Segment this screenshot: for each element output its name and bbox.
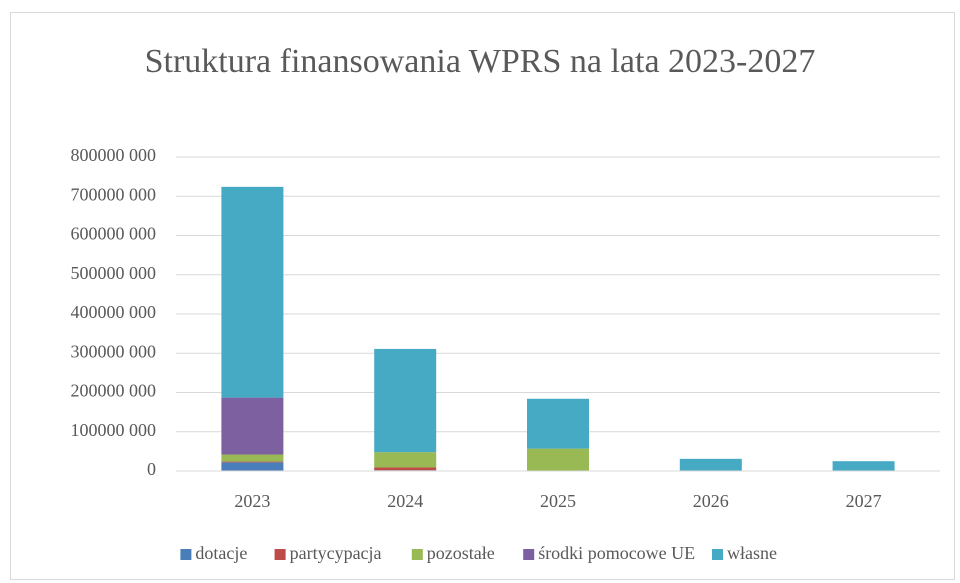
y-tick-label: 700000 000: [71, 184, 157, 204]
legend-swatch: [274, 549, 286, 560]
y-tick-label: 800000 000: [71, 145, 157, 165]
chart-frame: [10, 12, 955, 580]
bar-segment: [221, 461, 284, 463]
x-tick-label: 2025: [540, 491, 576, 511]
y-tick-label: 200000 000: [71, 381, 157, 401]
legend-label: partycypacja: [290, 543, 382, 563]
legend-label: środki pomocowe UE: [538, 543, 695, 563]
bar-segment: [221, 186, 284, 398]
bar-segment: [374, 467, 437, 471]
x-tick-label: 2027: [846, 491, 882, 511]
y-tick-label: 500000 000: [71, 263, 157, 283]
x-tick-label: 2023: [234, 491, 270, 511]
bar-segment: [374, 452, 437, 468]
legend-swatch: [712, 549, 723, 560]
legend-label: dotacje: [195, 543, 247, 563]
bar-segment: [679, 458, 742, 471]
bar-segment: [374, 348, 437, 453]
y-tick-label: 400000 000: [71, 302, 157, 322]
bar-segment: [221, 397, 284, 455]
legend-swatch: [411, 549, 423, 560]
legend-label: pozostałe: [427, 543, 495, 563]
bar-segment: [221, 462, 284, 471]
bar-segment: [527, 398, 589, 449]
legend-swatch: [523, 549, 535, 560]
y-tick-label: 100000 000: [71, 420, 157, 440]
legend-swatch: [180, 549, 192, 560]
legend-label: własne: [727, 543, 777, 563]
y-tick-label: 0: [147, 459, 156, 479]
y-tick-label: 300000 000: [71, 341, 157, 361]
bar-segment: [221, 454, 284, 462]
chart-title: Struktura finansowania WPRS na lata 2023…: [144, 43, 816, 80]
x-tick-label: 2024: [387, 491, 423, 511]
bar-segment: [527, 448, 589, 471]
y-tick-label: 600000 000: [71, 224, 157, 244]
x-tick-label: 2026: [693, 491, 729, 511]
bar-segment: [832, 461, 895, 471]
